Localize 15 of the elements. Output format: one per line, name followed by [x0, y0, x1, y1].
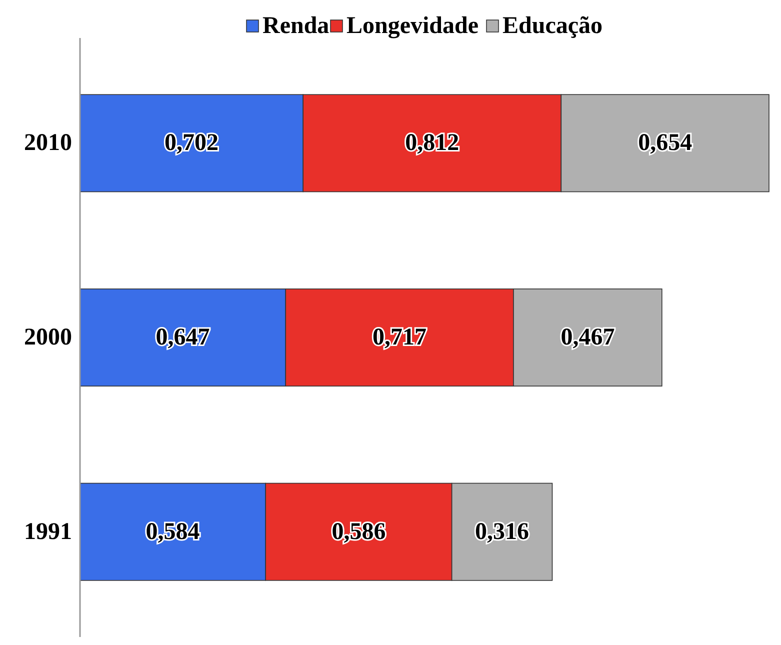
data-label: 0,467 [560, 324, 615, 350]
data-label: 0,647 [156, 324, 210, 350]
legend-label: Longevidade [346, 13, 479, 39]
data-label: 0,584 [146, 518, 200, 545]
y-tick-label: 1991 [24, 518, 72, 545]
legend-label: Educação [502, 13, 603, 39]
y-tick-label: 2010 [24, 130, 72, 156]
y-tick-label: 2000 [24, 324, 72, 350]
legend-label: Renda [262, 13, 330, 39]
data-label: 0,586 [332, 518, 386, 545]
data-label: 0,316 [475, 518, 530, 545]
data-label: 0,654 [638, 130, 692, 156]
data-label: 0,812 [405, 130, 460, 156]
data-label: 0,717 [372, 324, 427, 350]
data-label: 0,702 [164, 130, 219, 156]
